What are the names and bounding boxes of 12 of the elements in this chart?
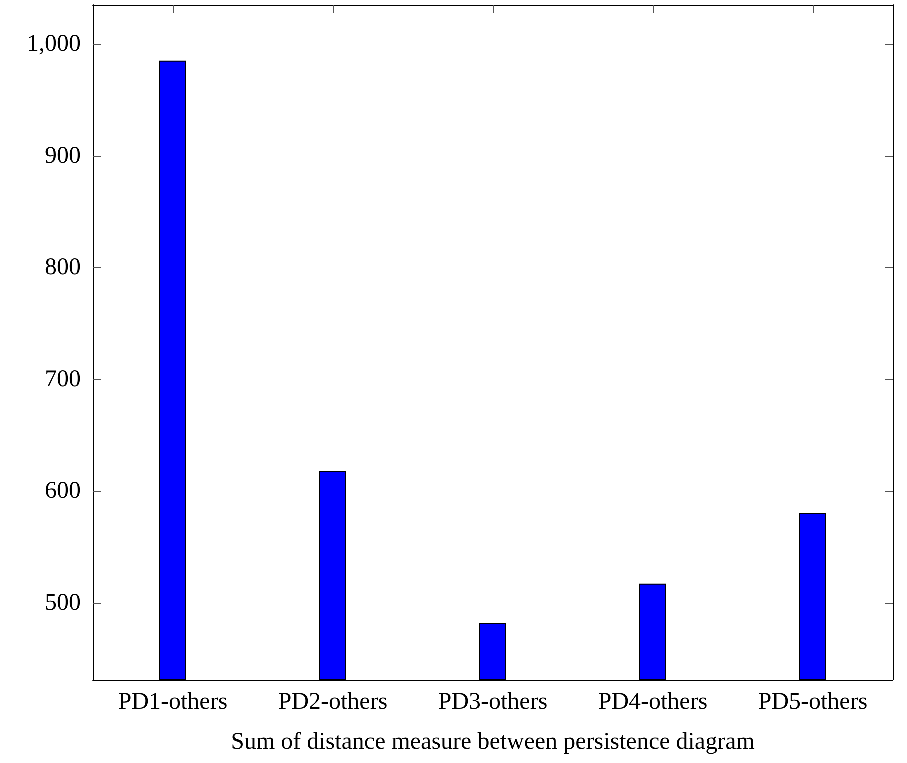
y-tick-label: 500 [45,590,81,616]
x-tick-label: PD5-others [758,689,868,715]
y-tick-label: 700 [45,366,81,392]
y-tick-label: 1,000 [27,31,81,58]
x-tick-label: PD1-others [118,689,228,715]
y-tick-label: 600 [45,478,81,504]
x-tick-label: PD4-others [598,689,708,715]
y-tick-label: 800 [45,254,81,281]
x-axis-title: Sum of distance measure between persistence diagram [231,729,756,755]
y-tick-label: 900 [45,142,81,169]
x-tick-label: PD3-others [438,689,548,715]
x-tick-label: PD2-others [278,689,388,715]
